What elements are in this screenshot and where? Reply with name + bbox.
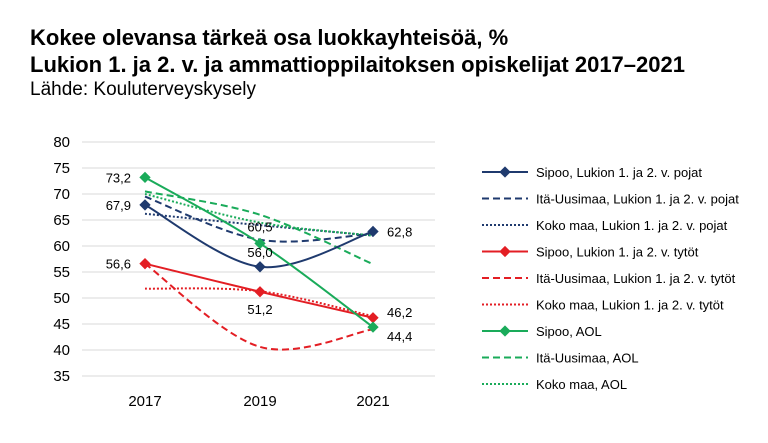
y-tick-label: 75 bbox=[53, 160, 70, 177]
data-label: 56,6 bbox=[106, 257, 131, 272]
series-line bbox=[144, 190, 374, 266]
data-point-marker bbox=[139, 171, 151, 184]
chart-title-line2: Lukion 1. ja 2. v. ja ammattioppilaitoks… bbox=[30, 52, 685, 77]
data-point-marker bbox=[139, 199, 151, 211]
y-tick-label: 40 bbox=[53, 342, 70, 359]
data-label: 46,2 bbox=[387, 305, 412, 320]
legend-label: Itä-Uusimaa, Lukion 1. ja 2. v. tytöt bbox=[536, 271, 736, 286]
data-label: 67,9 bbox=[106, 198, 131, 213]
data-point-marker bbox=[367, 321, 379, 333]
x-tick-label: 2019 bbox=[243, 393, 276, 410]
y-tick-label: 70 bbox=[53, 186, 70, 203]
y-tick-label: 50 bbox=[53, 290, 70, 307]
series-line bbox=[144, 193, 374, 237]
y-tick-label: 60 bbox=[53, 238, 70, 255]
data-label: 73,2 bbox=[106, 170, 131, 185]
data-point-marker bbox=[367, 312, 379, 324]
legend-marker bbox=[499, 245, 511, 258]
data-label: 60,5 bbox=[247, 219, 272, 234]
y-tick-label: 35 bbox=[53, 368, 70, 385]
legend-label: Sipoo, Lukion 1. ja 2. v. pojat bbox=[536, 165, 702, 180]
x-tick-label: 2021 bbox=[356, 393, 389, 410]
y-tick-label: 45 bbox=[53, 316, 70, 333]
title-block: Kokee olevansa tärkeä osa luokkayhteisöä… bbox=[30, 24, 685, 102]
x-tick-label: 2017 bbox=[128, 393, 161, 410]
data-point-marker bbox=[139, 258, 151, 270]
data-label: 51,2 bbox=[247, 302, 272, 317]
legend-label: Itä-Uusimaa, AOL bbox=[536, 351, 639, 366]
data-label: 44,4 bbox=[387, 329, 412, 344]
data-label: 62,8 bbox=[387, 224, 412, 239]
legend-marker bbox=[499, 166, 511, 178]
chart-title-line1: Kokee olevansa tärkeä osa luokkayhteisöä… bbox=[30, 25, 509, 50]
legend-marker bbox=[499, 325, 511, 337]
legend-label: Sipoo, Lukion 1. ja 2. v. tytöt bbox=[536, 245, 699, 260]
chart-source: Lähde: Kouluterveyskysely bbox=[30, 79, 257, 100]
data-point-marker bbox=[254, 261, 266, 273]
data-point-marker bbox=[367, 225, 379, 238]
legend-label: Itä-Uusimaa, Lukion 1. ja 2. v. pojat bbox=[536, 192, 739, 207]
y-tick-label: 80 bbox=[53, 134, 70, 151]
y-tick-label: 65 bbox=[53, 212, 70, 229]
data-point-marker bbox=[254, 286, 266, 298]
data-point-marker bbox=[254, 237, 266, 250]
legend-label: Sipoo, AOL bbox=[536, 324, 602, 339]
y-tick-label: 55 bbox=[53, 264, 70, 281]
legend-label: Koko maa, Lukion 1. ja 2. v. pojat bbox=[536, 218, 728, 233]
data-label: 56,0 bbox=[247, 245, 272, 260]
legend-label: Koko maa, Lukion 1. ja 2. v. tytöt bbox=[536, 298, 724, 313]
legend-label: Koko maa, AOL bbox=[536, 377, 627, 392]
